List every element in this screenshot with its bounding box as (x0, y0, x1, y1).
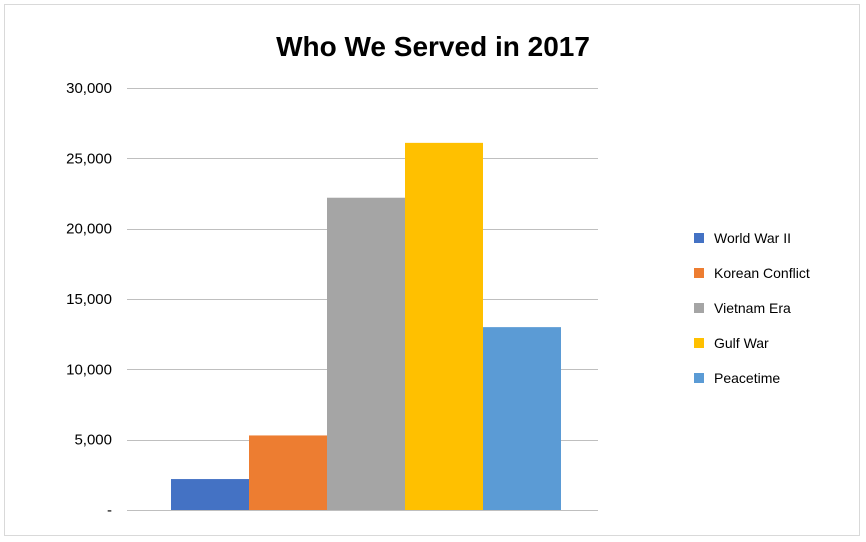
legend: World War II Korean Conflict Vietnam Era Gu… (694, 230, 810, 386)
y-tick-label: 20,000 (66, 221, 112, 238)
y-tick-label: 5,000 (74, 432, 112, 449)
y-tick-label: 30,000 (66, 80, 112, 97)
legend-swatch (694, 303, 704, 313)
legend-label: Korean Conflict (714, 265, 810, 281)
y-tick-label: - (107, 502, 112, 519)
y-tick-label: 15,000 (66, 291, 112, 308)
legend-label: Peacetime (714, 370, 780, 386)
legend-swatch (694, 338, 704, 348)
bar-korean-conflict (249, 435, 327, 510)
y-tick-label: 25,000 (66, 150, 112, 167)
y-tick-label: 10,000 (66, 361, 112, 378)
legend-label: Vietnam Era (714, 300, 791, 316)
chart-title: Who We Served in 2017 (276, 31, 590, 62)
bar-world-war-ii (171, 479, 249, 510)
bar-peacetime (483, 327, 561, 510)
legend-label: World War II (714, 230, 791, 246)
legend-swatch (694, 233, 704, 243)
bar-vietnam-era (327, 197, 405, 510)
legend-swatch (694, 373, 704, 383)
bars (171, 142, 561, 511)
legend-label: Gulf War (714, 335, 769, 351)
y-axis-ticks: - 5,000 10,000 15,000 20,000 25,000 30,000 (66, 80, 112, 519)
legend-swatch (694, 268, 704, 278)
bar-gulf-war (405, 142, 483, 511)
